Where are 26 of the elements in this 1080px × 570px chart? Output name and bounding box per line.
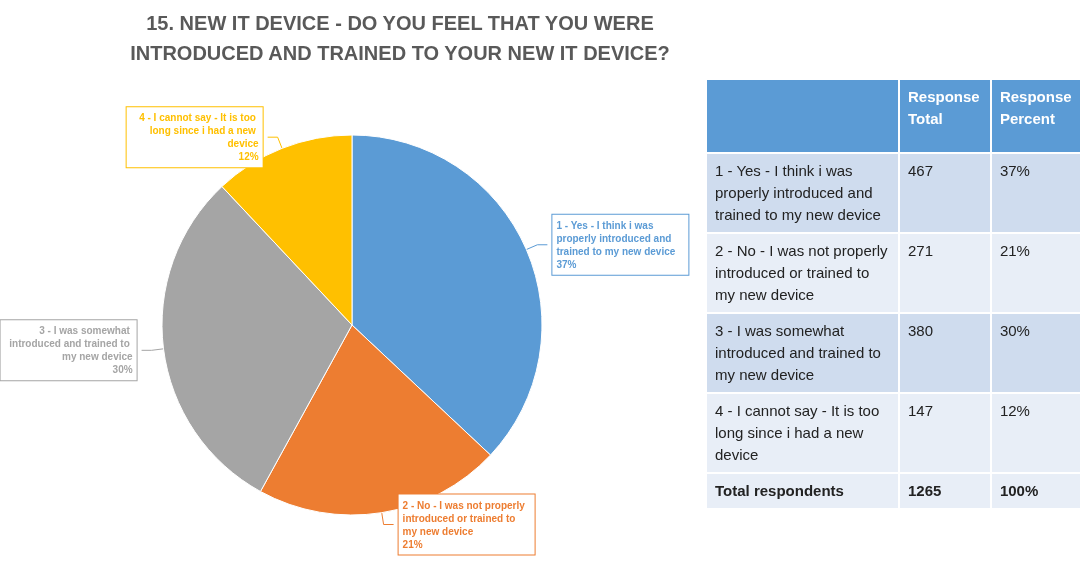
data-label: 21% — [990, 233, 1080, 313]
slice-label: 2 - No - I was not properly introduced or trained to my new device — [402, 499, 528, 537]
slice-label: 4 - I cannot say - It is too long since i had a new device — [139, 112, 260, 150]
slice-label: 3 - I was somewhat introduced and trained to my new device — [9, 325, 134, 363]
data-label: 21% — [402, 538, 423, 550]
category-label: 1 - Yes - I think i was properly introduced and trained to my new device — [706, 153, 899, 233]
data-label: 467 — [899, 153, 991, 233]
chart-title: 15. NEW IT DEVICE - DO YOU FEEL THAT YOU WERE INTRODUCED AND TRAINED TO YOUR NEW IT DEVICE? — [129, 11, 671, 66]
category-label: 3 - I was somewhat introduced and trained to my new device — [706, 313, 899, 393]
data-label: 380 — [899, 313, 991, 393]
category-label: 4 - I cannot say - It is too long since i had a new device — [706, 393, 899, 473]
data-label: 271 — [899, 233, 991, 313]
data-label: 147 — [899, 393, 991, 473]
data-label: 12% — [238, 151, 259, 163]
text: 1265 — [908, 482, 942, 499]
slice-label: 1 - Yes - I think i was properly introduced and trained to my new device — [556, 219, 676, 257]
series-label: Response Percent — [990, 79, 1080, 153]
data-label: 37% — [990, 153, 1080, 233]
data-label: 37% — [556, 258, 577, 270]
data-label: 30% — [112, 364, 133, 376]
series-label: Response Total — [899, 79, 991, 153]
data-label: 12% — [990, 393, 1080, 473]
category-label: 2 - No - I was not properly introduced or trained to my new device — [706, 233, 899, 313]
text: 100% — [999, 482, 1039, 499]
text: Total respondents — [706, 473, 899, 509]
data-label: 30% — [990, 313, 1080, 393]
